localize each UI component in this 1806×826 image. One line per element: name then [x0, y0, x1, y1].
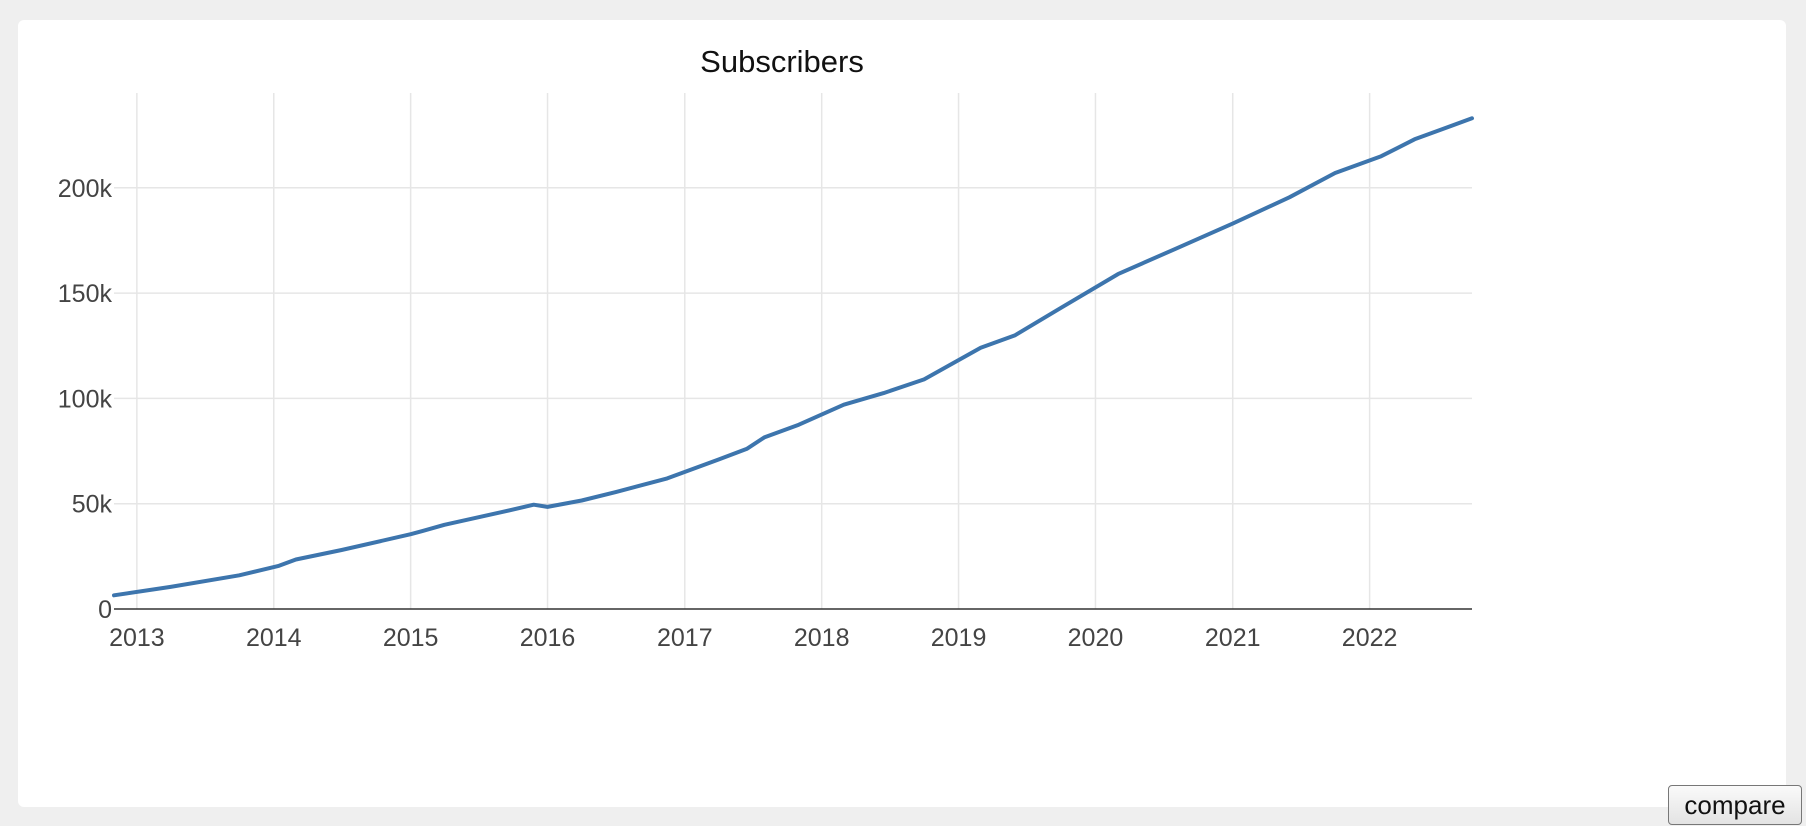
- y-tick-label: 200k: [58, 175, 113, 203]
- y-tick-label: 100k: [58, 385, 113, 413]
- chart-card: 2013 2014 2015 2016 2017 2018 2019 2020 2021 2022…: [18, 20, 1802, 825]
- x-tick-label: 2016: [520, 624, 576, 652]
- y-tick-label: 0: [98, 596, 112, 624]
- x-tick-label: 2013: [109, 624, 165, 652]
- x-tick-label: 2021: [1205, 624, 1261, 652]
- compare-button[interactable]: compare: [1668, 785, 1802, 825]
- tick-labels: 2013 2014 2015 2016 2017 2018 2019 2020 2021 2022…: [58, 175, 1398, 652]
- gridlines: [114, 93, 1472, 610]
- chart-title: Subscribers: [700, 44, 864, 79]
- x-tick-label: 2022: [1342, 624, 1398, 652]
- y-tick-label: 50k: [72, 491, 113, 519]
- subscribers-series-line: [112, 116, 1474, 598]
- x-tick-label: 2020: [1068, 624, 1124, 652]
- y-tick-label: 150k: [58, 280, 113, 308]
- chart-plot: 2013 2014 2015 2016 2017 2018 2019 2020 2021 2022…: [58, 44, 1474, 652]
- x-tick-label: 2014: [246, 624, 302, 652]
- x-tick-label: 2015: [383, 624, 439, 652]
- x-tick-label: 2017: [657, 624, 713, 652]
- series-group: [112, 116, 1474, 598]
- x-tick-label: 2018: [794, 624, 850, 652]
- x-tick-label: 2019: [931, 624, 987, 652]
